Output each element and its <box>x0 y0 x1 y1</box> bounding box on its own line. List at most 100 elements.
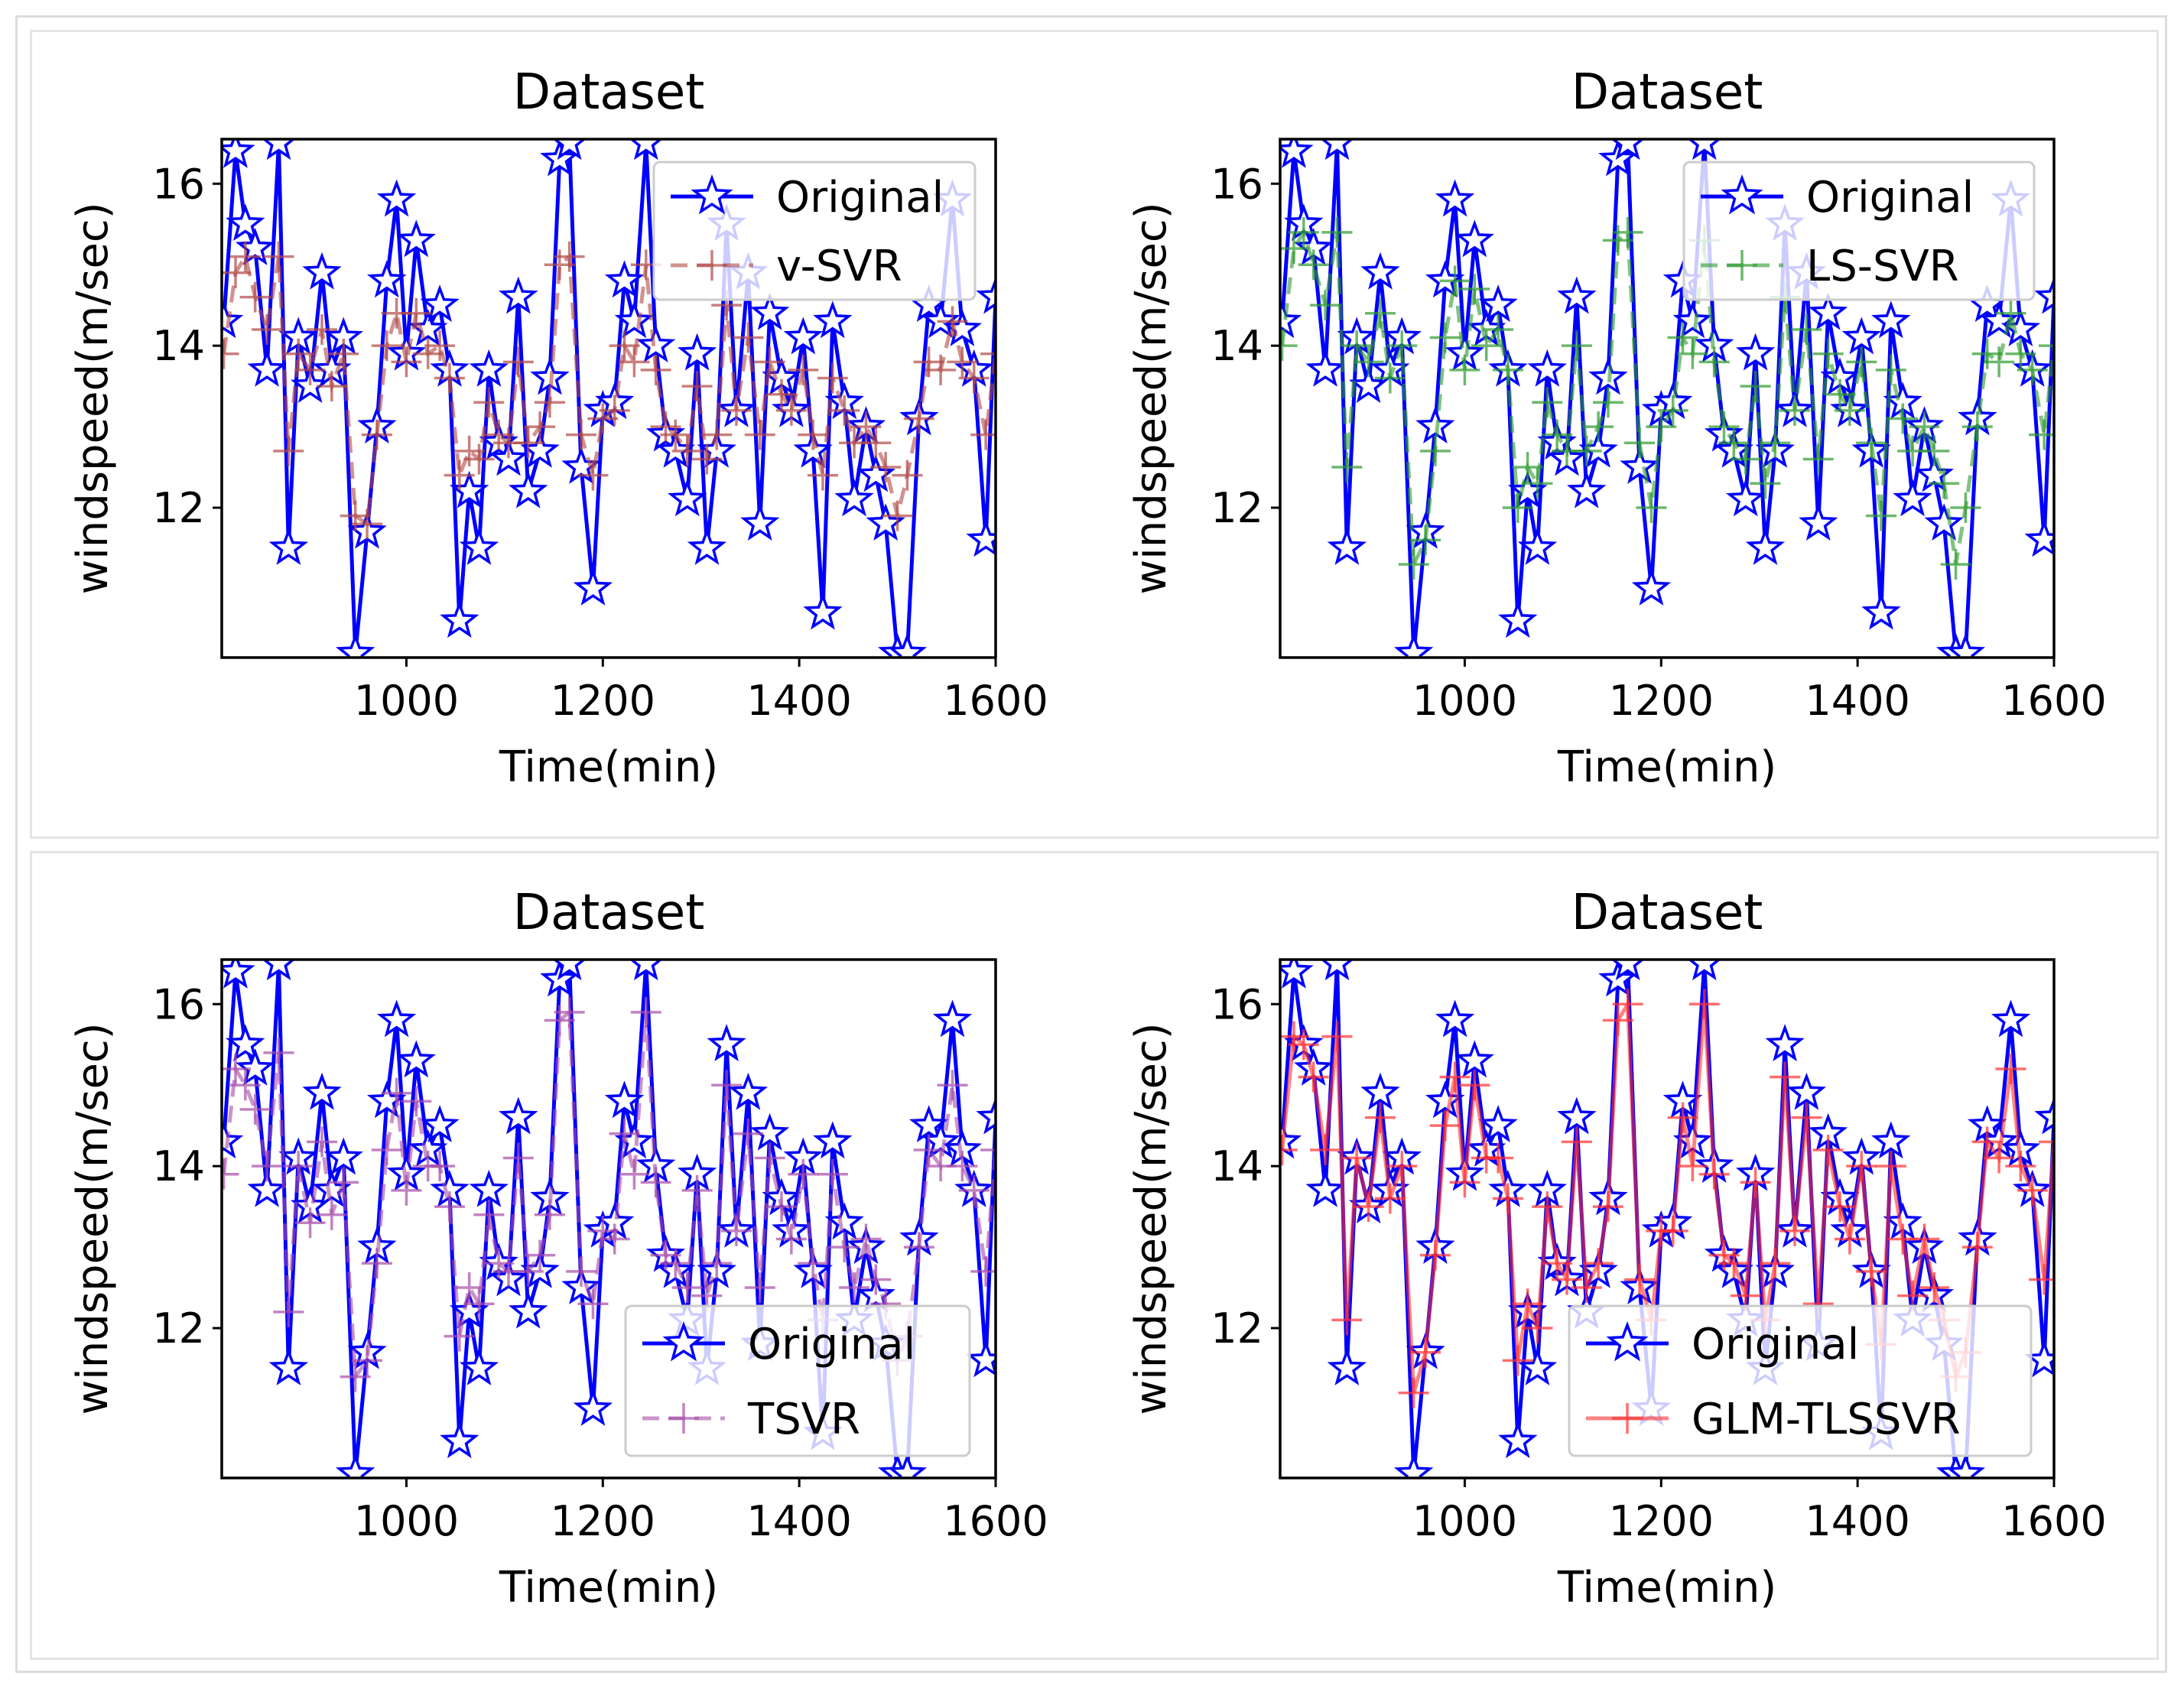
original-point <box>1557 1096 1597 1135</box>
prediction-point <box>424 330 456 362</box>
prediction-point <box>463 443 495 475</box>
prediction-point <box>222 338 239 369</box>
prediction-point <box>775 395 807 426</box>
prediction-point <box>361 419 392 450</box>
y-tick-label: 16 <box>1211 160 1263 208</box>
original-point <box>376 999 417 1038</box>
original-point <box>749 292 790 330</box>
prediction-point <box>609 1118 640 1149</box>
prediction-point <box>587 403 619 434</box>
prediction-point <box>473 1199 505 1230</box>
prediction-point <box>1791 313 1822 345</box>
prediction-point <box>1386 330 1418 362</box>
original-point <box>1567 470 1607 508</box>
original-point <box>499 1096 538 1135</box>
prediction-point <box>502 346 534 378</box>
prediction-point <box>1522 468 1553 499</box>
original-point <box>222 300 244 339</box>
prediction-point <box>1374 1183 1406 1214</box>
y-tick-label: 12 <box>1211 484 1263 532</box>
x-tick-label: 1400 <box>746 1497 851 1545</box>
prediction-point <box>1602 1005 1633 1036</box>
x-tick-label: 1200 <box>551 677 655 725</box>
legend-label: LS-SVR <box>1806 242 1959 291</box>
original-point <box>1454 1040 1494 1078</box>
original-point <box>1478 1105 1518 1143</box>
chart-title: Dataset <box>513 64 705 121</box>
original-point <box>396 219 436 258</box>
legend-marker-star <box>691 174 733 215</box>
prediction-point <box>829 395 860 426</box>
legend: Original LS-SVR <box>1682 161 2036 301</box>
prediction-point <box>619 1158 650 1190</box>
prediction-point <box>434 1191 465 1223</box>
original-point <box>262 139 296 161</box>
prediction-point <box>328 1167 359 1198</box>
prediction-point <box>1331 1304 1363 1336</box>
prediction-point <box>1657 395 1688 426</box>
prediction-point <box>1483 1142 1514 1174</box>
original-point <box>728 1072 769 1110</box>
prediction-point <box>970 1255 996 1287</box>
prediction-point <box>391 346 422 378</box>
original-point <box>1610 960 1645 981</box>
original-point <box>222 960 255 989</box>
prediction-point <box>788 1158 819 1190</box>
original-point <box>1305 349 1345 387</box>
prediction-point <box>444 460 475 491</box>
original-point <box>677 333 717 371</box>
legend-marker-plus <box>1612 1403 1643 1434</box>
original-point <box>1507 470 1548 508</box>
legend-marker-star <box>662 1320 705 1362</box>
prediction-point <box>222 257 251 288</box>
prediction-point <box>1919 1272 1950 1304</box>
prediction-point <box>371 1134 402 1165</box>
prediction-point <box>1321 1021 1353 1052</box>
original-point <box>908 1105 949 1143</box>
original-point <box>573 1389 613 1426</box>
prediction-point <box>903 1232 934 1263</box>
prediction-point <box>798 1248 829 1279</box>
original-point <box>499 276 538 314</box>
prediction-point <box>925 354 957 385</box>
series-prediction-line <box>222 252 996 528</box>
prediction-point <box>1971 338 2003 369</box>
original-point <box>1991 999 2031 1038</box>
original-point <box>1841 317 1881 355</box>
original-point <box>222 139 255 168</box>
x-axis-label: Time(min) <box>1557 742 1776 792</box>
y-tick-label: 14 <box>1211 1142 1263 1190</box>
legend-label: GLM-TLSSVR <box>1692 1395 1961 1444</box>
prediction-point <box>788 354 819 385</box>
original-point <box>226 1024 265 1062</box>
original-point <box>469 349 509 387</box>
prediction-point <box>1571 435 1602 466</box>
prediction-point <box>1740 1167 1771 1198</box>
original-point <box>1360 1072 1400 1110</box>
x-tick-label: 1200 <box>551 1497 655 1545</box>
prediction-point <box>252 1151 283 1182</box>
original-point <box>1799 503 1838 541</box>
prediction-point <box>1812 1134 1844 1165</box>
y-tick-label: 16 <box>152 160 205 208</box>
chart-title: Dataset <box>1571 885 1763 941</box>
original-point <box>1280 960 1314 989</box>
prediction-point <box>1750 468 1781 499</box>
prediction-point <box>1624 1264 1656 1295</box>
prediction-point <box>1410 525 1441 556</box>
prediction-point <box>401 1086 432 1117</box>
original-point <box>1735 333 1776 371</box>
prediction-point <box>913 1134 944 1165</box>
plot-area <box>1280 139 2054 658</box>
original-point <box>469 1169 509 1207</box>
prediction-point <box>2029 419 2054 450</box>
original-point <box>335 1453 375 1478</box>
prediction-point <box>1802 443 1834 475</box>
y-tick-label: 14 <box>152 1142 205 1190</box>
series-prediction-line <box>1280 227 2054 566</box>
original-point <box>222 1121 244 1159</box>
series-prediction-line <box>222 1008 996 1382</box>
prediction-point <box>1410 1337 1441 1368</box>
prediction-point <box>587 1215 619 1246</box>
prediction-point <box>1760 1248 1791 1279</box>
